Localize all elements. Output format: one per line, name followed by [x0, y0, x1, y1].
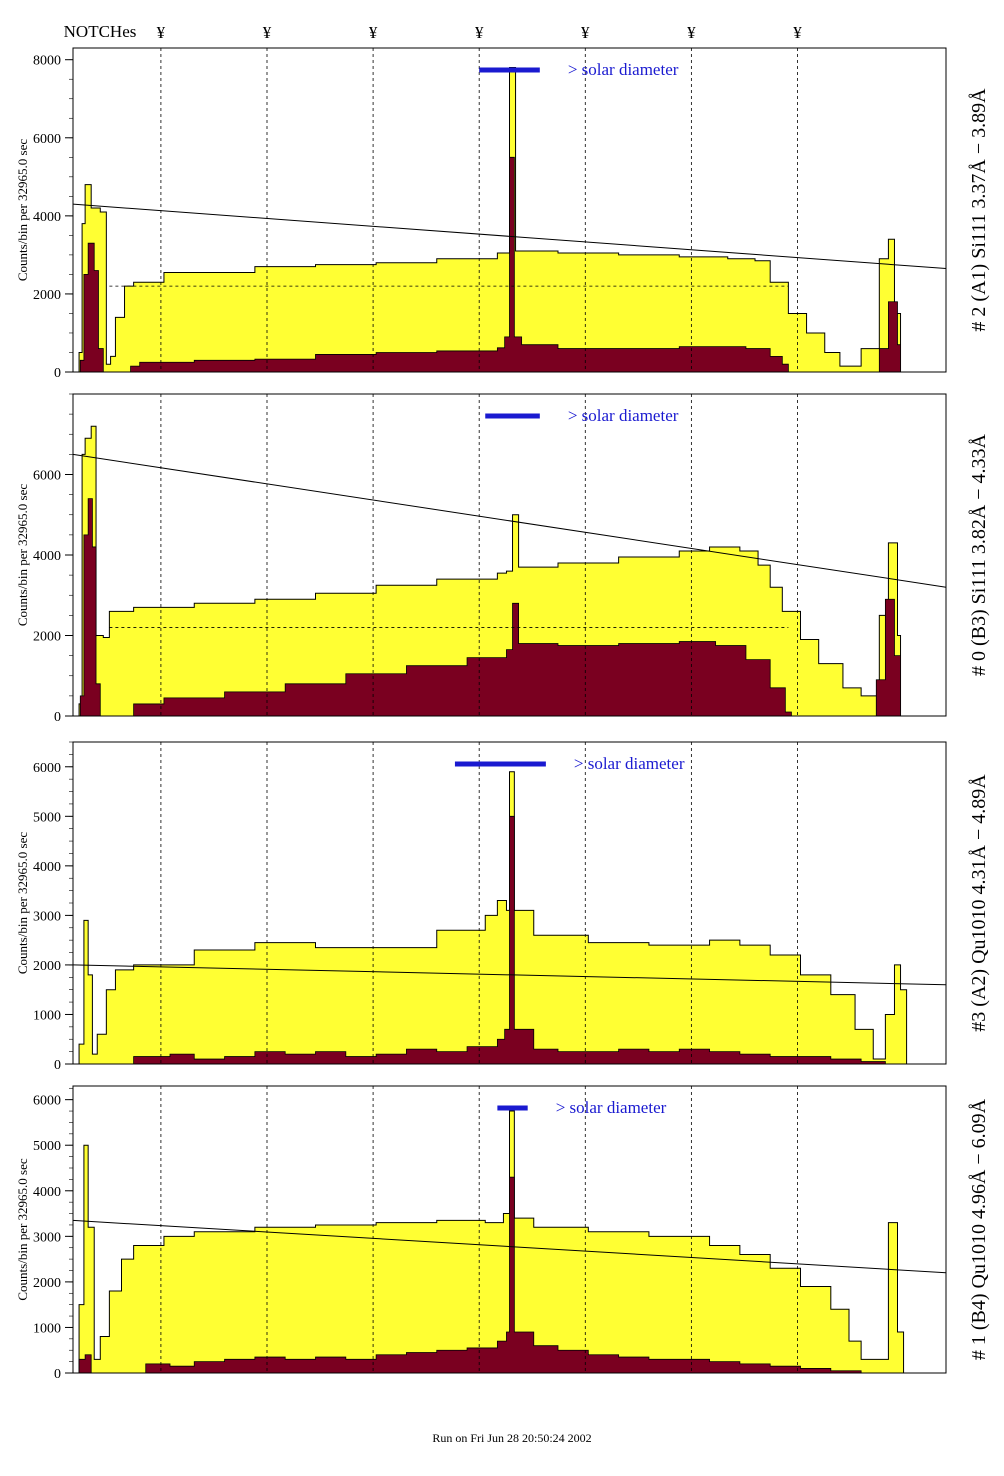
y-tick-label-2-2: 2000	[33, 959, 61, 974]
y-tick-label-3-2: 2000	[33, 1276, 61, 1291]
y-tick-label-0-2: 4000	[33, 210, 61, 225]
series-total-3	[73, 1110, 905, 1374]
y-tick-label-0-4: 8000	[33, 54, 61, 69]
y-tick-label-2-5: 5000	[33, 810, 61, 825]
chart-panel-3: 0 1000 2000 3000 4000 5000 6000 Counts/bin per …	[15, 1085, 990, 1382]
notches-label: NOTCHes	[64, 22, 137, 41]
y-tick-label-1-2: 4000	[33, 549, 61, 564]
solar-diameter-label-0: > solar diameter	[568, 60, 679, 79]
y-tick-label-3-0: 0	[54, 1367, 61, 1382]
run-footer: Run on Fri Jun 28 20:50:24 2002	[432, 1431, 591, 1445]
notch-marker-2: ¥	[369, 23, 378, 42]
y-tick-label-3-3: 3000	[33, 1230, 61, 1245]
series-subset-2	[73, 815, 886, 1065]
chart-panel-0: 0 2000 4000 6000 8000 Counts/bin per 32965.0 …	[15, 47, 990, 381]
y-tick-label-0-0: 0	[54, 366, 61, 381]
y-tick-label-2-0: 0	[54, 1058, 61, 1073]
notch-marker-3: ¥	[475, 23, 484, 42]
y-axis-label-0: Counts/bin per 32965.0 sec	[15, 139, 30, 281]
notch-marker-0: ¥	[157, 23, 166, 42]
series-subset-3	[73, 1176, 862, 1374]
y-tick-label-0-3: 6000	[33, 132, 61, 147]
notch-marker-1: ¥	[263, 23, 272, 42]
panel-title-0: # 2 (A1) Si111 3.37Å − 3.89Å	[968, 88, 990, 332]
trend-line-3	[72, 1219, 947, 1274]
y-tick-label-2-6: 6000	[33, 761, 61, 776]
y-axis-label-2: Counts/bin per 32965.0 sec	[15, 832, 30, 974]
chart-panels: 0 2000 4000 6000 8000 Counts/bin per 32965.0 …	[15, 47, 990, 1382]
notch-marker-6: ¥	[793, 23, 802, 42]
solar-diameter-label-3: > solar diameter	[556, 1098, 667, 1117]
y-axis-label-1: Counts/bin per 32965.0 sec	[15, 484, 30, 626]
chart-panel-2: 0 1000 2000 3000 4000 5000 6000 Counts/bin per …	[15, 741, 990, 1073]
series-subset-0	[73, 156, 901, 373]
panel-title-2: #3 (A2) Qu1010 4.31Å − 4.89Å	[968, 774, 990, 1032]
y-tick-label-3-1: 1000	[33, 1321, 61, 1336]
notch-marker-5: ¥	[687, 23, 696, 42]
notch-markers: ¥ ¥ ¥ ¥ ¥ ¥ ¥	[157, 23, 803, 42]
panel-title-3: # 1 (B4) Qu1010 4.96Å − 6.09Å	[968, 1098, 990, 1360]
y-axis-label-3: Counts/bin per 32965.0 sec	[15, 1158, 30, 1300]
y-tick-label-1-3: 6000	[33, 469, 61, 484]
y-tick-label-3-6: 6000	[33, 1094, 61, 1109]
trend-line-0	[72, 203, 947, 270]
y-tick-label-1-0: 0	[54, 710, 61, 725]
y-tick-label-3-4: 4000	[33, 1185, 61, 1200]
solar-diameter-label-2: > solar diameter	[574, 754, 685, 773]
y-tick-label-2-4: 4000	[33, 860, 61, 875]
plot-frame-3	[72, 1085, 947, 1374]
notch-marker-4: ¥	[581, 23, 590, 42]
y-tick-label-1-1: 2000	[33, 630, 61, 645]
trend-line-2	[72, 964, 947, 986]
plot-frame-0	[72, 47, 947, 373]
solar-diameter-label-1: > solar diameter	[568, 406, 679, 425]
trend-line-1	[72, 453, 947, 588]
y-tick-label-3-5: 5000	[33, 1139, 61, 1154]
panel-title-1: # 0 (B3) Si111 3.82Å − 4.33Å	[968, 433, 990, 676]
y-tick-label-2-1: 1000	[33, 1008, 61, 1023]
y-tick-label-2-3: 3000	[33, 909, 61, 924]
y-tick-label-0-1: 2000	[33, 288, 61, 303]
